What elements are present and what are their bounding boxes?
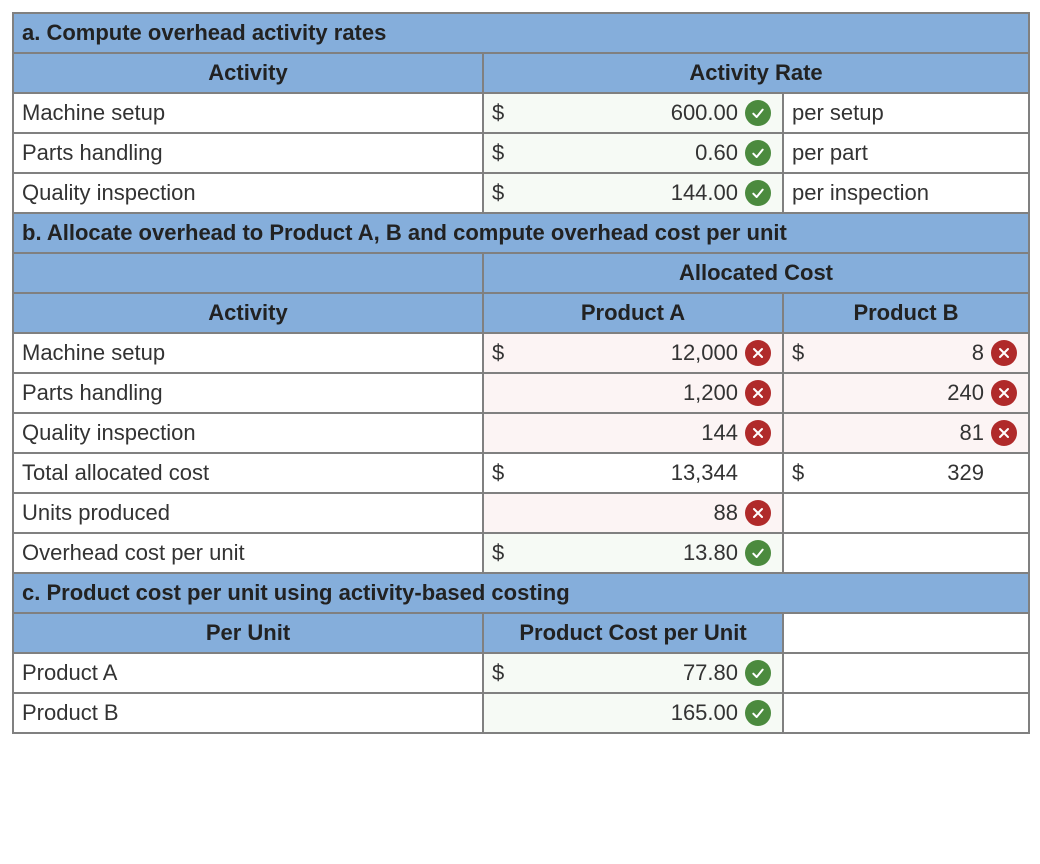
product-b-input[interactable]: 240 — [784, 374, 1030, 414]
section-a-title: a. Compute overhead activity rates — [14, 14, 1030, 54]
units-produced-label: Units produced — [14, 494, 484, 534]
ocpu-a-value: 13.80 — [512, 540, 742, 565]
per-unit-label: Product A — [14, 654, 484, 694]
value: 12,000 — [512, 340, 742, 365]
col-per-unit-header: Per Unit — [14, 614, 484, 654]
product-cost-input[interactable]: 165.00 — [484, 694, 784, 734]
blank-cell — [784, 694, 1030, 734]
activity-rate-input[interactable]: $144.00 — [484, 174, 784, 214]
activity-label: Parts handling — [14, 134, 484, 174]
total-product-a: $ 13,344 — [484, 454, 784, 494]
rate-value: 600.00 — [512, 100, 742, 125]
activity-label: Machine setup — [14, 94, 484, 134]
blank-header — [14, 254, 484, 294]
x-icon — [991, 340, 1017, 366]
total-b-value: 329 — [812, 460, 988, 485]
ocpu-product-a[interactable]: $ 13.80 — [484, 534, 784, 574]
rate-value: 0.60 — [512, 140, 742, 165]
product-b-input[interactable]: 81 — [784, 414, 1030, 454]
check-icon — [745, 180, 771, 206]
rate-unit: per part — [784, 134, 1030, 174]
units-product-a[interactable]: 88 — [484, 494, 784, 534]
x-icon — [745, 420, 771, 446]
col-activity-header: Activity — [14, 54, 484, 94]
value: 144 — [512, 420, 742, 445]
total-product-b: $ 329 — [784, 454, 1030, 494]
col-activity-header-b: Activity — [14, 294, 484, 334]
x-icon — [991, 380, 1017, 406]
x-icon — [745, 380, 771, 406]
value: 1,200 — [512, 380, 742, 405]
activity-label: Machine setup — [14, 334, 484, 374]
value: 8 — [812, 340, 988, 365]
check-icon — [745, 700, 771, 726]
total-a-value: 13,344 — [512, 460, 742, 485]
value: 77.80 — [512, 660, 742, 685]
dollar-sign: $ — [492, 660, 512, 685]
check-icon — [745, 540, 771, 566]
value: 81 — [812, 420, 988, 445]
worksheet-table: a. Compute overhead activity rates Activ… — [12, 12, 1030, 734]
product-b-input[interactable]: $8 — [784, 334, 1030, 374]
x-icon — [745, 500, 771, 526]
product-a-input[interactable]: 144 — [484, 414, 784, 454]
check-icon — [745, 100, 771, 126]
activity-label: Quality inspection — [14, 174, 484, 214]
blank-cell — [784, 614, 1030, 654]
allocated-cost-header: Allocated Cost — [484, 254, 1030, 294]
rate-value: 144.00 — [512, 180, 742, 205]
blank-cell — [784, 654, 1030, 694]
dollar-sign: $ — [792, 460, 812, 485]
product-a-input[interactable]: 1,200 — [484, 374, 784, 414]
col-product-cost-header: Product Cost per Unit — [484, 614, 784, 654]
rate-unit: per setup — [784, 94, 1030, 134]
activity-label: Parts handling — [14, 374, 484, 414]
activity-rate-input[interactable]: $0.60 — [484, 134, 784, 174]
col-product-a-header: Product A — [484, 294, 784, 334]
dollar-sign: $ — [492, 540, 512, 565]
dollar-sign: $ — [492, 100, 512, 125]
col-product-b-header: Product B — [784, 294, 1030, 334]
value: 240 — [812, 380, 988, 405]
dollar-sign: $ — [492, 340, 512, 365]
total-allocated-label: Total allocated cost — [14, 454, 484, 494]
per-unit-label: Product B — [14, 694, 484, 734]
dollar-sign: $ — [792, 340, 812, 365]
section-b-title: b. Allocate overhead to Product A, B and… — [14, 214, 1030, 254]
units-product-b[interactable] — [784, 494, 1030, 534]
activity-label: Quality inspection — [14, 414, 484, 454]
check-icon — [745, 660, 771, 686]
rate-unit: per inspection — [784, 174, 1030, 214]
x-icon — [991, 420, 1017, 446]
product-cost-input[interactable]: $77.80 — [484, 654, 784, 694]
product-a-input[interactable]: $12,000 — [484, 334, 784, 374]
check-icon — [745, 140, 771, 166]
ocpu-product-b[interactable] — [784, 534, 1030, 574]
ocpu-label: Overhead cost per unit — [14, 534, 484, 574]
section-c-title: c. Product cost per unit using activity-… — [14, 574, 1030, 614]
value: 165.00 — [512, 700, 742, 725]
dollar-sign: $ — [492, 460, 512, 485]
units-a-value: 88 — [512, 500, 742, 525]
activity-rate-input[interactable]: $600.00 — [484, 94, 784, 134]
dollar-sign: $ — [492, 140, 512, 165]
dollar-sign: $ — [492, 180, 512, 205]
x-icon — [745, 340, 771, 366]
col-rate-header: Activity Rate — [484, 54, 1030, 94]
